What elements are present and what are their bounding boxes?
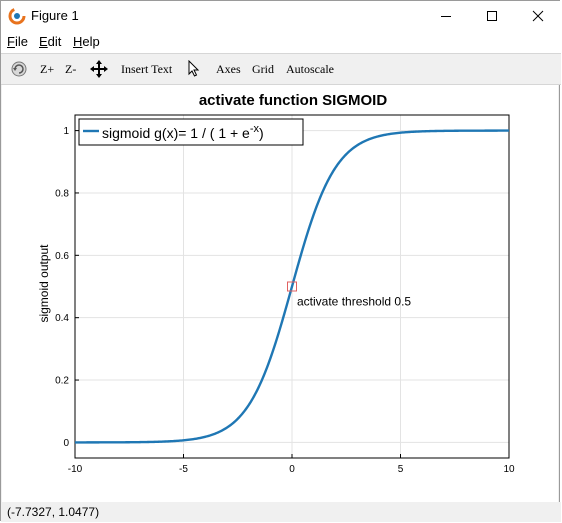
y-tick-label: 0.2: [55, 376, 69, 387]
menu-bar: File Edit Help: [1, 31, 561, 53]
legend: sigmoid g(x)= 1 / ( 1 + e-x): [78, 118, 304, 146]
axes-button[interactable]: Axes: [216, 61, 241, 76]
x-tick-label: -5: [179, 464, 188, 475]
pointer-icon[interactable]: [187, 60, 201, 78]
rotate-icon[interactable]: [10, 60, 28, 78]
legend-text-main: sigmoid g(x)= 1 / ( 1 + e: [102, 125, 250, 141]
maximize-button[interactable]: [469, 1, 515, 31]
chart-title: activate function SIGMOID: [199, 92, 388, 109]
x-tick-label: -10: [68, 464, 83, 475]
y-axis-label: sigmoid output: [37, 244, 51, 323]
octave-app-icon: [8, 7, 26, 25]
threshold-annotation: activate threshold 0.5: [297, 295, 411, 309]
zoom-in-button[interactable]: Z+: [40, 61, 55, 76]
zoom-out-button[interactable]: Z-: [65, 61, 77, 76]
y-tick-label: 0.6: [55, 251, 69, 262]
close-icon: [532, 10, 544, 22]
menu-edit-mnemonic: E: [39, 34, 48, 49]
x-tick-label: 5: [398, 464, 404, 475]
sigmoid-plot[interactable]: activate function SIGMOID -10 -5 0 5 10 0 0.2 0…: [2, 85, 558, 502]
toolbar: Z+ Z- Insert Text Axes Grid Autoscale: [1, 53, 561, 85]
grid-button[interactable]: Grid: [252, 61, 274, 76]
menu-help-mnemonic: H: [73, 34, 83, 49]
insert-text-button[interactable]: Insert Text: [121, 61, 173, 76]
legend-superscript: -x: [250, 123, 260, 135]
menu-edit-label-rest: dit: [47, 34, 62, 49]
legend-text-end: ): [259, 125, 264, 141]
y-tick-label: 0.8: [55, 188, 69, 199]
close-button[interactable]: [515, 1, 561, 31]
legend-box: [78, 118, 304, 146]
x-tick-label: 10: [503, 464, 515, 475]
x-tick-label: 0: [289, 464, 295, 475]
threshold-marker: [287, 281, 297, 292]
sigmoid-curve: [75, 129, 509, 444]
menu-file[interactable]: File: [7, 34, 28, 49]
axis-ticks: -10 -5 0 5 10 0 0.2 0.4 0.6 0.8 1: [55, 126, 515, 475]
y-tick-label: 1: [63, 126, 69, 137]
title-bar[interactable]: Figure 1: [1, 1, 561, 31]
window-title: Figure 1: [31, 8, 79, 23]
y-tick-label: 0: [63, 438, 69, 449]
minimize-icon: [441, 16, 451, 17]
minimize-button[interactable]: [423, 1, 469, 31]
menu-file-mnemonic: F: [7, 34, 15, 49]
pan-arrows-icon[interactable]: [90, 60, 108, 78]
autoscale-button[interactable]: Autoscale: [286, 61, 334, 76]
menu-help-label-rest: elp: [82, 34, 100, 49]
menu-edit[interactable]: Edit: [39, 34, 61, 49]
cursor-coordinates: (-7.7327, 1.0477): [7, 505, 100, 519]
legend-entry: sigmoid g(x)= 1 / ( 1 + e-x): [102, 123, 264, 141]
status-bar: (-7.7327, 1.0477): [1, 502, 561, 522]
figure-canvas[interactable]: activate function SIGMOID -10 -5 0 5 10 0 0.2 0…: [2, 85, 558, 502]
maximize-icon: [487, 11, 497, 21]
y-tick-label: 0.4: [55, 313, 69, 324]
menu-help[interactable]: Help: [73, 34, 100, 49]
menu-file-label-rest: ile: [14, 34, 28, 49]
